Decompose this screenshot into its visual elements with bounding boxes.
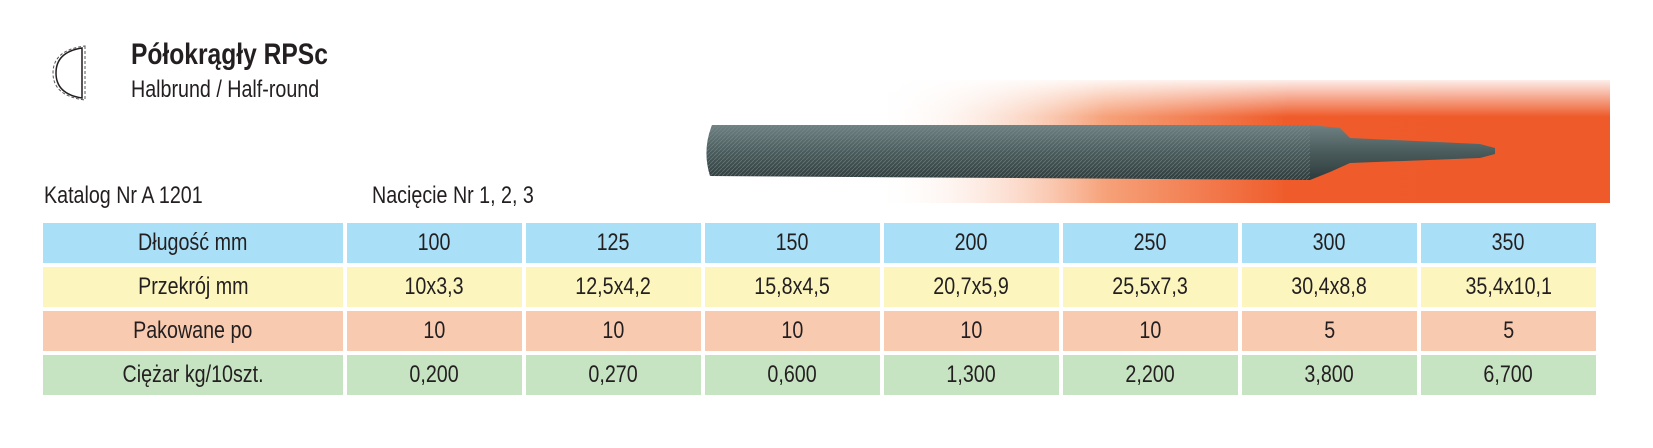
cell-value: 2,200 (1125, 361, 1176, 388)
cell-value: 10 (781, 317, 804, 344)
table-cell: 100 (347, 223, 522, 263)
table-cell: 35,4x10,1 (1421, 267, 1596, 307)
table-cell: 0,270 (526, 355, 701, 395)
table-cell: 15,8x4,5 (705, 267, 880, 307)
table-cell: 10 (884, 311, 1059, 351)
table-cell: 150 (705, 223, 880, 263)
cell-value: 12,5x4,2 (575, 273, 652, 300)
table-cell: 10 (705, 311, 880, 351)
spec-table: Długość mm 100 125 150 200 250 300 350 Przekrój … (43, 223, 1596, 399)
cell-value: 350 (1492, 229, 1525, 256)
row-header: Ciężar kg/10szt. (43, 355, 343, 395)
table-cell: 300 (1242, 223, 1417, 263)
row-header-label: Przekrój mm (137, 273, 249, 300)
table-cell: 10x3,3 (347, 267, 522, 307)
table-cell: 250 (1063, 223, 1238, 263)
table-cell: 12,5x4,2 (526, 267, 701, 307)
cell-value: 25,5x7,3 (1112, 273, 1189, 300)
table-cell: 20,7x5,9 (884, 267, 1059, 307)
cell-value: 10 (602, 317, 625, 344)
product-subtitle: Halbrund / Half-round (131, 76, 320, 103)
cut-number: Nacięcie Nr 1, 2, 3 (372, 182, 534, 209)
cell-value: 10 (960, 317, 983, 344)
cell-value: 35,4x10,1 (1465, 273, 1552, 300)
cell-value: 125 (597, 229, 630, 256)
table-cell: 0,600 (705, 355, 880, 395)
table-cell: 10 (526, 311, 701, 351)
cell-value: 100 (418, 229, 451, 256)
row-header-label: Długość mm (138, 229, 248, 256)
table-cell: 6,700 (1421, 355, 1596, 395)
cell-value: 0,600 (767, 361, 818, 388)
cell-value: 30,4x8,8 (1291, 273, 1368, 300)
product-title: Półokrągły RPSc (131, 38, 328, 71)
cell-value: 0,270 (588, 361, 639, 388)
table-cell: 1,300 (884, 355, 1059, 395)
cell-value: 20,7x5,9 (933, 273, 1010, 300)
row-header: Pakowane po (43, 311, 343, 351)
table-cell: 125 (526, 223, 701, 263)
row-header-label: Ciężar kg/10szt. (122, 361, 264, 388)
cell-value: 300 (1313, 229, 1346, 256)
table-cell: 5 (1242, 311, 1417, 351)
table-row: Pakowane po 10 10 10 10 10 5 5 (43, 311, 1596, 351)
table-row: Długość mm 100 125 150 200 250 300 350 (43, 223, 1596, 263)
table-cell: 5 (1421, 311, 1596, 351)
cell-value: 5 (1503, 317, 1514, 344)
cell-value: 15,8x4,5 (754, 273, 831, 300)
row-header-label: Pakowane po (133, 317, 253, 344)
table-cell: 2,200 (1063, 355, 1238, 395)
table-cell: 350 (1421, 223, 1596, 263)
cell-value: 3,800 (1304, 361, 1355, 388)
row-header: Długość mm (43, 223, 343, 263)
cell-value: 5 (1324, 317, 1335, 344)
table-cell: 3,800 (1242, 355, 1417, 395)
table-cell: 25,5x7,3 (1063, 267, 1238, 307)
table-cell: 30,4x8,8 (1242, 267, 1417, 307)
product-image (690, 80, 1610, 203)
cell-value: 10x3,3 (404, 273, 465, 300)
table-row: Przekrój mm 10x3,3 12,5x4,2 15,8x4,5 20,7x5,… (43, 267, 1596, 307)
cell-value: 10 (423, 317, 446, 344)
table-cell: 10 (1063, 311, 1238, 351)
cell-value: 250 (1134, 229, 1167, 256)
cell-value: 150 (776, 229, 809, 256)
cell-value: 200 (955, 229, 988, 256)
table-cell: 10 (347, 311, 522, 351)
table-cell: 0,200 (347, 355, 522, 395)
row-header: Przekrój mm (43, 267, 343, 307)
catalog-number: Katalog Nr A 1201 (44, 182, 203, 209)
table-cell: 200 (884, 223, 1059, 263)
half-round-profile-icon (52, 45, 86, 101)
cell-value: 0,200 (409, 361, 460, 388)
table-row: Ciężar kg/10szt. 0,200 0,270 0,600 1,300 2,20… (43, 355, 1596, 395)
cell-value: 10 (1139, 317, 1162, 344)
cell-value: 6,700 (1483, 361, 1534, 388)
cell-value: 1,300 (946, 361, 997, 388)
